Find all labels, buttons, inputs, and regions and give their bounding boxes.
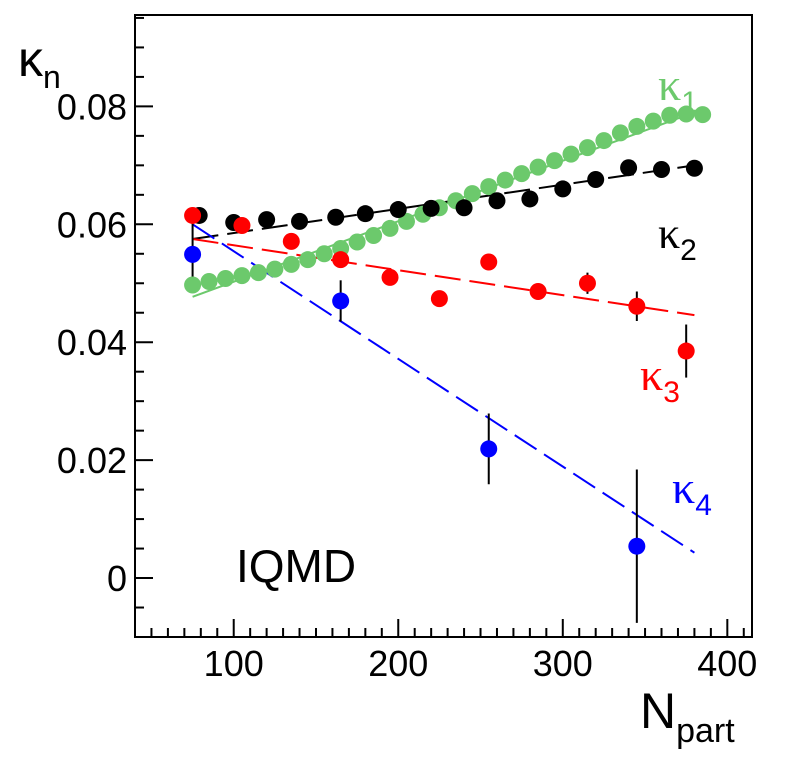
x-axis-title-sub: part [676,712,735,750]
kappa-1-point [216,270,234,288]
kappa-2-point [620,159,638,177]
y-tick-label: 0.08 [57,86,127,127]
kappa-1-point [397,212,415,230]
kappa-2-point [327,208,345,226]
kappa-1-point [694,106,712,124]
kappa-1-point [381,219,399,237]
kappa-3-label: κ3 [640,349,680,409]
kappa-4-label-main: κ [672,462,695,513]
x-tick-label: 100 [204,643,264,684]
kappa-1-point [233,267,251,285]
kappa-3-point [480,253,498,271]
kappa-1-point [496,171,514,189]
kappa-2-point [554,180,572,198]
kappa-2-point [291,212,309,230]
kappa-1-point [463,185,481,203]
kappa-1-point [480,178,498,196]
y-tick-label: 0.06 [57,204,127,245]
kappa-2-label-sub: 2 [680,234,697,267]
kappa-4-point [480,440,498,458]
data-points [184,105,712,555]
annotation-label: IQMD [236,540,356,592]
x-axis-title: Npart [640,683,735,750]
kappa-3-point [184,206,202,224]
kappa-1-point [315,245,333,263]
kappa-1-label: κ1 [658,59,698,119]
kappa-2-point [455,199,473,217]
kappa-1-point [184,276,202,294]
kappa-3-point [282,232,300,250]
x-tick-label: 200 [368,643,428,684]
kappa-3-label-sub: 3 [663,376,680,409]
kappa-4-point [628,537,646,555]
kappa-1-label-sub: 1 [681,86,698,119]
kappa-2-point [685,159,703,177]
kappa-1-point [644,112,662,130]
y-axis-title: κn [18,31,61,95]
kappa-2-point [488,192,506,210]
kappa-3-point [233,216,251,234]
kappa-3-point [332,251,350,269]
kappa-1-point [365,227,383,245]
kappa-1-point [628,117,646,135]
kappa-1-point [249,264,267,282]
y-tick-label: 0.04 [57,322,127,363]
axis-ticks: 100 200 300 400 0 0.02 0.04 0.06 0.08 [57,16,757,684]
kappa-1-point [529,158,547,176]
kappa-3-point [578,274,596,292]
kappa-4-point [332,292,350,310]
kappa-2-point [422,199,440,217]
kappa-3-point [628,297,646,315]
kappa-1-label-main: κ [658,59,681,110]
y-axis-title-main: κ [18,31,44,87]
kappa-1-point [578,139,596,157]
kappa-2-label-main: κ [658,209,680,258]
kappa-2-point [521,190,539,208]
kappa-2-label: κ2 [658,209,697,267]
kappa-1-point [595,132,613,150]
kappa-2-point [653,160,671,178]
kappa-2-point [587,170,605,188]
kappa-4-label-sub: 4 [695,489,712,522]
kappa-1-point [677,105,695,123]
y-axis-title-sub: n [43,59,61,95]
kappa-2-point [356,205,374,223]
kappa-1-point [200,272,218,290]
kappa-2-point [258,211,276,229]
kappa-1-point [661,106,679,124]
kappa-3-point [430,290,448,308]
kappa-4-label: κ4 [672,462,712,522]
kappa-3-label-main: κ [640,349,663,400]
kappa-1-point [513,165,531,183]
kappa-1-point [562,145,580,163]
kappa-3-point [677,342,695,360]
x-axis-title-main: N [640,683,676,739]
kappa-1-point [282,255,300,273]
kappa-2-point [389,201,407,219]
kappa-4-fit-line [192,223,695,554]
kappa-1-point [611,124,629,142]
kappa-3-fit-line [192,238,695,317]
kappa-1-point [546,152,564,170]
fit-lines [192,108,703,554]
kappa-1-point [299,251,317,269]
plot-frame [134,14,753,638]
kappa-3-point [381,268,399,286]
kappa-1-point [266,260,284,278]
y-tick-label: 0 [107,558,127,599]
y-tick-label: 0.02 [57,440,127,481]
kappa-1-point [348,233,366,251]
kappa-4-point [184,245,202,263]
x-tick-label: 300 [533,643,593,684]
kappa-3-point [529,283,547,301]
x-tick-label: 400 [697,643,757,684]
